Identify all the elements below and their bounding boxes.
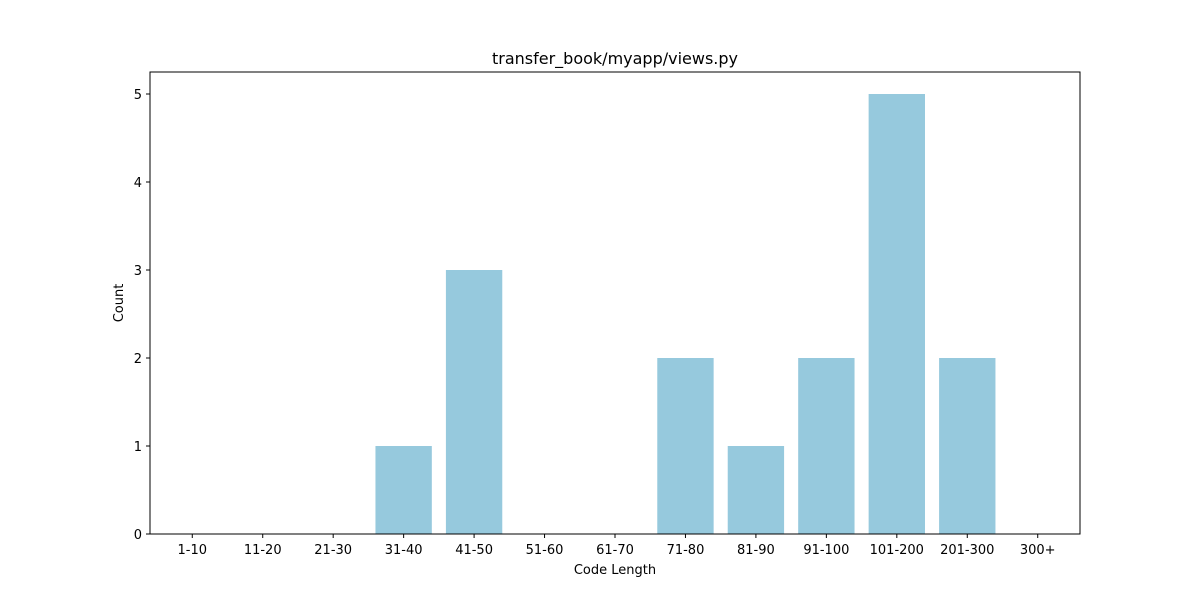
bar-201-300 [939, 358, 996, 534]
x-tick-label: 11-20 [244, 543, 282, 558]
x-tick-label: 61-70 [596, 543, 634, 558]
bar-31-40 [375, 446, 432, 534]
bar-41-50 [445, 270, 503, 534]
x-tick-label: 300+ [1020, 543, 1056, 558]
x-tick-label: 31-40 [385, 543, 423, 558]
x-tick-label: 201-300 [940, 543, 994, 558]
y-tick-label: 0 [134, 528, 142, 543]
x-tick-label: 21-30 [314, 543, 352, 558]
y-tick-label: 4 [134, 176, 142, 191]
x-tick-label: 51-60 [526, 543, 564, 558]
y-tick-label: 5 [134, 88, 142, 103]
bar-71-80 [657, 358, 714, 534]
y-tick-label: 1 [134, 440, 142, 455]
bar-91-100 [798, 358, 855, 534]
x-tick-label: 41-50 [455, 543, 493, 558]
x-tick-label: 81-90 [737, 543, 775, 558]
y-tick-label: 3 [134, 264, 142, 279]
x-tick-label: 101-200 [870, 543, 924, 558]
x-tick-label: 91-100 [803, 543, 849, 558]
y-axis-label: Count [112, 284, 127, 323]
y-tick-label: 2 [134, 352, 142, 367]
x-axis-ticks: 1-10 11-20 21-30 31-40 41-50 51-60 61-70 71-80 8… [178, 534, 1056, 558]
y-axis-ticks: 0 1 2 3 4 5 [134, 88, 150, 543]
x-axis-label: Code Length [574, 563, 656, 578]
chart-title: transfer_book/myapp/views.py [492, 49, 738, 69]
bars [375, 94, 996, 534]
x-tick-label: 71-80 [667, 543, 705, 558]
bar-101-200 [868, 94, 925, 534]
x-tick-label: 1-10 [178, 543, 208, 558]
bar-81-90 [727, 446, 785, 534]
